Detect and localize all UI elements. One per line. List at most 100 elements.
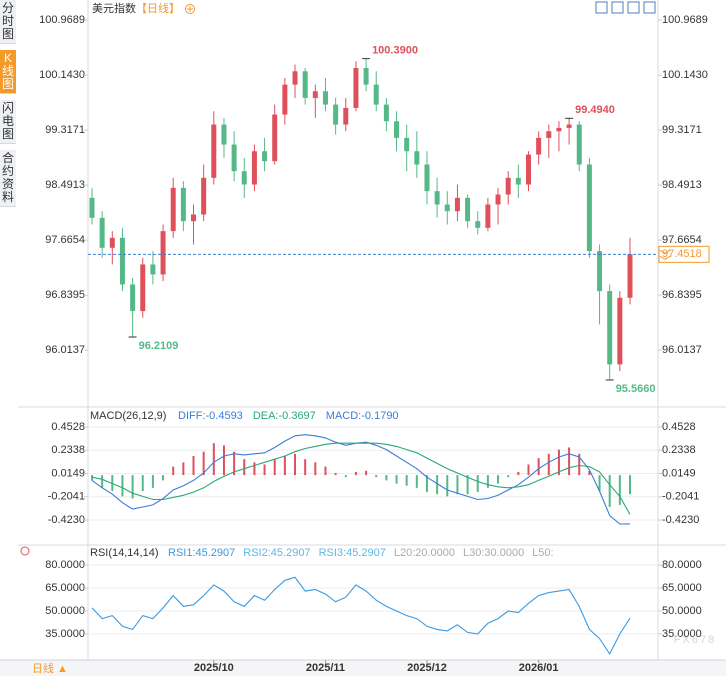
sidebar-tab[interactable]: 合约资料 (0, 150, 16, 207)
candle-body (383, 104, 389, 122)
candle-body (191, 214, 197, 222)
indicator-line (91, 576, 631, 655)
candle-body (140, 264, 146, 312)
macd-bar (324, 466, 327, 476)
candle-body (262, 151, 268, 162)
chart-title: 美元指数 (92, 1, 136, 15)
candle-body (231, 144, 237, 172)
candle-body (475, 221, 481, 228)
macd-bar (304, 459, 307, 476)
macd-bar (334, 472, 337, 476)
tool-icon[interactable] (595, 1, 608, 14)
legend-entry: L50: (532, 547, 553, 559)
y-tick-label: 97.6654 (45, 234, 85, 246)
macd-bar (517, 471, 520, 476)
legend-entry: DEA:-0.3697 (253, 410, 316, 422)
candle-body (424, 164, 430, 192)
macd-bar (243, 459, 246, 476)
macd-bar (172, 466, 175, 476)
macd-bar (497, 475, 500, 484)
candle-body (99, 217, 105, 248)
tool-icon[interactable] (611, 1, 624, 14)
y-tick-label: 98.4913 (45, 179, 85, 191)
tool-icon[interactable] (627, 1, 640, 14)
candle-body (130, 284, 136, 312)
add-icon[interactable] (185, 4, 195, 14)
macd-bar (395, 475, 398, 484)
candle-body (160, 231, 166, 275)
candle-body (221, 124, 227, 145)
candle-body (302, 71, 308, 98)
candle-body (211, 124, 217, 178)
macd-bar (608, 475, 611, 507)
macd-bar (405, 475, 408, 486)
candle-body (485, 204, 491, 228)
y-tick-label: -0.4230 (662, 514, 699, 526)
candle-body (373, 84, 379, 105)
y-tick-label: 98.4913 (662, 179, 702, 191)
last-price-arrow (659, 249, 671, 260)
macd-bar (222, 445, 225, 476)
macd-bar (568, 447, 571, 476)
macd-bar (415, 475, 418, 488)
indicator-name: RSI(14,14,14) (90, 547, 158, 559)
macd-bar (466, 475, 469, 495)
candle-body (312, 91, 318, 98)
y-tick-label: -0.2041 (662, 491, 699, 503)
tool-icon[interactable] (643, 1, 656, 14)
y-tick-label: 97.6654 (662, 234, 702, 246)
x-tick-label: 2025/11 (306, 662, 345, 674)
candle-body (617, 297, 623, 365)
macd-bar (375, 475, 378, 478)
macd-bar (598, 475, 601, 492)
macd-bar (618, 475, 621, 505)
macd-bar (182, 462, 185, 476)
candle-body (515, 177, 521, 185)
sidebar-tab[interactable]: 分时图 (0, 0, 16, 44)
period-switch[interactable]: 日线 ▲ (32, 661, 68, 675)
macd-bar (629, 475, 631, 495)
macd-bar (476, 475, 479, 493)
legend-entry: RSI3:45.2907 (319, 547, 386, 559)
y-tick-label: 50.0000 (45, 605, 85, 617)
sidebar-tab[interactable]: 闪电图 (0, 100, 16, 144)
macd-bar (344, 475, 347, 478)
candle-body (434, 191, 440, 205)
indicator-name: MACD(26,12,9) (90, 410, 166, 422)
macd-bar (486, 475, 489, 488)
candle-body (119, 237, 125, 285)
watermark: FX678 (674, 634, 716, 646)
macd-bar (233, 451, 236, 476)
settings-icon[interactable] (20, 546, 30, 556)
candle-body (394, 121, 400, 138)
candle-body (343, 107, 349, 125)
y-tick-label: 0.0149 (662, 467, 696, 479)
y-tick-label: 50.0000 (662, 605, 702, 617)
legend-entry: DIFF:-0.4593 (178, 410, 243, 422)
candle-body (322, 91, 328, 105)
candle-body (282, 84, 288, 115)
candle-body (201, 177, 207, 215)
macd-bar (456, 475, 459, 495)
macd-bar (121, 475, 124, 497)
macd-bar (141, 475, 144, 492)
y-tick-label: 0.0149 (51, 467, 85, 479)
macd-bar (101, 475, 104, 488)
y-tick-label: 100.9689 (39, 14, 85, 26)
candle-body (414, 151, 420, 165)
candle-body (170, 187, 176, 232)
y-tick-label: 0.2338 (51, 444, 85, 456)
last-price-label: 97.4518 (662, 248, 702, 260)
y-tick-label: 0.4528 (662, 421, 696, 433)
candle-body (597, 251, 603, 292)
legend-entry: RSI1:45.2907 (168, 547, 235, 559)
macd-bar (131, 475, 134, 499)
macd-bar (283, 455, 286, 476)
candle-body (272, 114, 278, 162)
period-label: 【日线】 (136, 1, 180, 15)
y-tick-label: 99.3171 (45, 124, 85, 136)
candle-body (566, 124, 572, 128)
